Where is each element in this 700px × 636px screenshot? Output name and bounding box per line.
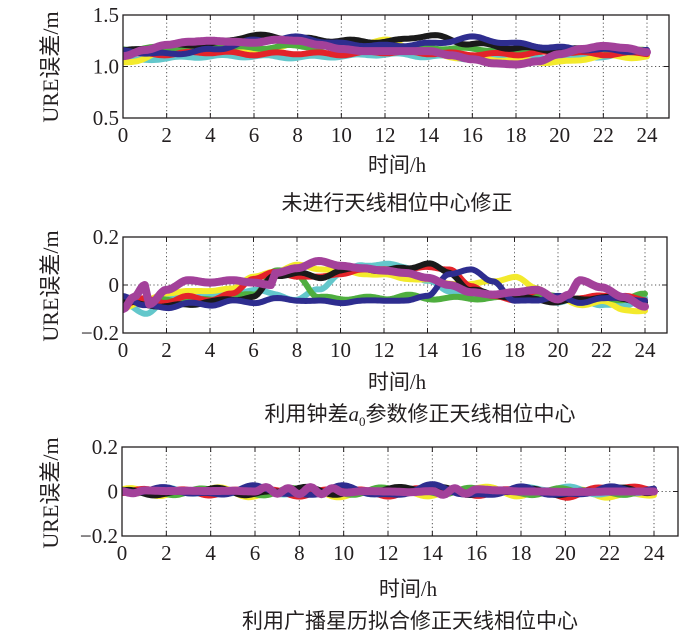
y-tick-label: 0.5 [93,106,119,130]
panel-uncorrected: 0 2 4 6 8 10 12 14 16 18 20 22 240.51.01.5 [93,3,670,147]
y-tick-label: 1.5 [93,3,119,27]
x-tick-label: 8 [292,338,303,362]
x-tick-label: 2 [161,123,172,147]
y-tick-label: 0.2 [92,435,118,459]
x-tick-label: 18 [506,123,527,147]
x-tick-label: 12 [374,338,395,362]
series-line-blue [123,33,650,58]
y-tick-label: 0.2 [93,225,119,249]
series-line-magenta [123,35,651,69]
caption-2-italic-a: a [349,402,360,426]
x-tick-label: 12 [375,123,396,147]
caption-2-part-2: 参数修正天线相位中心 [366,402,576,426]
x-tick-label: 6 [250,541,261,565]
x-tick-label: 16 [466,541,487,565]
series-line-magenta [123,257,649,313]
x-tick-label: 20 [555,541,576,565]
x-tick-label: 10 [330,338,351,362]
x-tick-label: 16 [461,338,482,362]
x-tick-label: 8 [292,123,303,147]
caption-2-part-1: 利用钟差 [265,402,349,426]
x-tick-label: 10 [333,541,354,565]
x-tick-label: 10 [331,123,352,147]
ylabel-panel-3: URE误差/m [38,437,63,548]
x-tick-label: 22 [593,123,614,147]
y-tick-label: −0.2 [81,321,119,345]
caption-panel-1: 未进行天线相位中心修正 [282,191,513,215]
x-tick-label: 0 [117,541,128,565]
x-tick-label: 2 [161,541,172,565]
series-group [122,481,658,501]
y-tick-label: 0 [108,480,119,504]
x-tick-label: 16 [462,123,483,147]
ylabel-panel-2: URE误差/m [38,230,63,341]
x-tick-label: 24 [637,123,659,147]
x-tick-label: 20 [548,338,569,362]
series-group [123,31,651,69]
caption-panel-3: 利用广播星历拟合修正天线相位中心 [242,609,578,633]
y-tick-label: 1.0 [93,55,119,79]
x-tick-label: 8 [294,541,305,565]
caption-panel-2: 利用钟差a0参数修正天线相位中心 [265,402,576,429]
x-tick-label: 2 [161,338,172,362]
xlabel-panel-2: 时间/h [368,370,427,394]
x-tick-label: 4 [205,541,216,565]
x-tick-label: 18 [511,541,532,565]
x-tick-label: 14 [422,541,444,565]
xlabel-panel-3: 时间/h [379,577,438,601]
caption-2-subscript-0: 0 [359,414,366,429]
x-tick-label: 4 [205,338,216,362]
x-tick-label: 20 [549,123,570,147]
x-tick-label: 14 [418,123,440,147]
x-tick-label: 24 [644,541,666,565]
plot-frame [122,236,668,334]
x-tick-label: 0 [118,338,129,362]
plot-frame [121,446,679,537]
y-tick-label: −0.2 [80,524,118,548]
xlabel-panel-1: 时间/h [368,153,427,177]
x-tick-label: 6 [248,338,259,362]
x-tick-label: 0 [118,123,129,147]
x-tick-label: 22 [599,541,620,565]
x-tick-label: 4 [205,123,216,147]
x-tick-label: 14 [417,338,439,362]
ylabel-panel-1: URE误差/m [38,11,63,122]
x-tick-label: 6 [249,123,260,147]
series-group [123,257,649,317]
series-line-magenta [122,483,658,499]
panel-clock-a0-correction: 0 2 4 6 8 10 12 14 16 18 20 22 24−0.200.2 [81,225,668,362]
x-tick-label: 24 [635,338,657,362]
x-tick-label: 22 [591,338,612,362]
x-tick-label: 12 [378,541,399,565]
panel-broadcast-ephemeris-fit: 0 2 4 6 8 10 12 14 16 18 20 22 24−0.200.2 [80,435,679,565]
x-tick-label: 18 [504,338,525,362]
y-tick-label: 0 [109,273,120,297]
plot-frame [122,14,670,119]
